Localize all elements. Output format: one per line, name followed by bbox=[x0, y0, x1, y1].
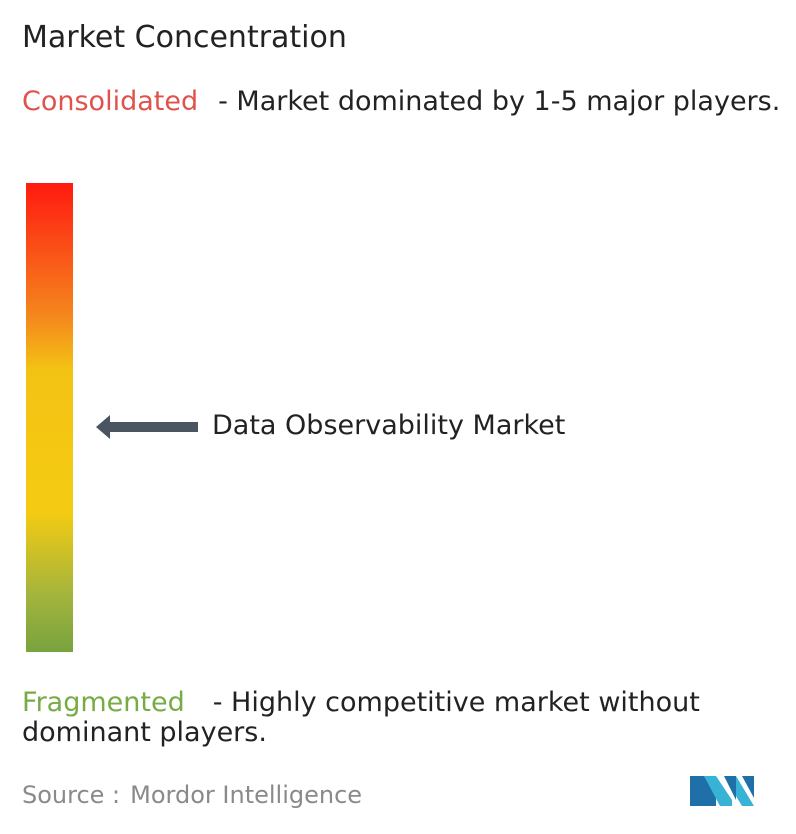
arrow bbox=[96, 415, 198, 439]
logo-part bbox=[704, 776, 732, 806]
logo-part bbox=[690, 776, 716, 806]
source-name: Mordor Intelligence bbox=[130, 781, 363, 809]
title: Market Concentration bbox=[22, 20, 347, 55]
source-label: Source : bbox=[22, 781, 121, 809]
fragmented-description: - Highly competitive market without domi… bbox=[22, 687, 700, 748]
fragmented-label: Fragmented bbox=[22, 687, 185, 718]
consolidated-note: Consolidated - Market dominated by 1-5 ma… bbox=[22, 87, 792, 117]
logo-part bbox=[724, 776, 736, 800]
consolidated-description: - Market dominated by 1-5 major players. bbox=[218, 86, 781, 117]
marker-label: Data Observability Market bbox=[212, 410, 566, 441]
fragmented-note: Fragmented - Highly competitive market wi… bbox=[22, 688, 792, 748]
consolidated-label: Consolidated bbox=[22, 86, 199, 117]
logo bbox=[690, 776, 754, 806]
gradient-scale bbox=[26, 183, 73, 652]
logo-part bbox=[742, 776, 754, 798]
logo-part bbox=[736, 776, 754, 806]
arrow-shape bbox=[96, 415, 198, 439]
source: Source : Mordor Intelligence bbox=[22, 781, 362, 809]
